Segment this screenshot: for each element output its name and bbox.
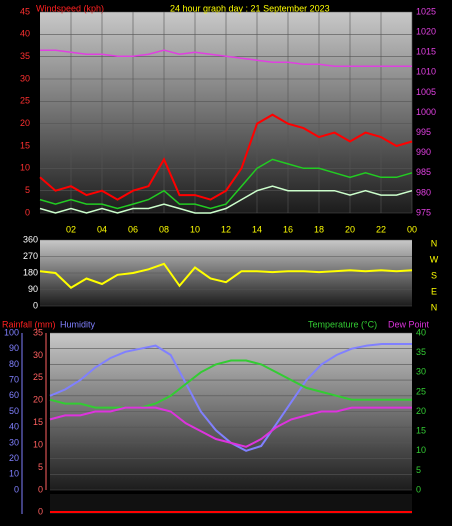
y-tick-label: 30 — [33, 350, 43, 360]
legend-label: Humidity — [60, 319, 96, 329]
y-tick-label: 975 — [416, 207, 431, 217]
y-axis-label: Windspeed (kph) — [36, 3, 104, 13]
legend-label: Temperature (°C) — [308, 319, 377, 329]
x-tick-label: 16 — [283, 224, 293, 234]
y-tick-label: 1010 — [416, 67, 436, 77]
y-tick-label: 180 — [23, 267, 38, 277]
y-tick-label: 20 — [33, 395, 43, 405]
y-tick-label: 5 — [25, 185, 30, 195]
y-tick-label: 0 — [33, 300, 38, 310]
legend-label: Dew Point — [388, 319, 430, 329]
series-line — [49, 359, 412, 409]
y-tick-label: 15 — [416, 426, 426, 436]
y-tick-label: 10 — [33, 440, 43, 450]
x-tick-label: 00 — [407, 224, 417, 234]
y-tick-label: 35 — [20, 51, 30, 61]
y-tick-label: 30 — [416, 367, 426, 377]
y-tick-label: 40 — [416, 327, 426, 337]
chart-title: 24 hour graph day : 21 September 2023 — [170, 3, 330, 13]
y-tick-label: 5 — [38, 462, 43, 472]
y-tick-label: 40 — [20, 29, 30, 39]
y-tick-label: 15 — [33, 417, 43, 427]
y-tick-label: 0 — [38, 506, 43, 516]
y-tick-label: 90 — [9, 343, 19, 353]
y-tick-label: 10 — [20, 163, 30, 173]
y-tick-label: 0 — [38, 484, 43, 494]
y-tick-label: 70 — [9, 374, 19, 384]
compass-label: W — [430, 254, 439, 264]
y-tick-label: 270 — [23, 251, 38, 261]
legend-label: Rainfall (mm) — [2, 319, 56, 329]
y-tick-label: 35 — [33, 327, 43, 337]
compass-label: S — [431, 270, 437, 280]
plot-area — [50, 494, 412, 514]
y-tick-label: 0 — [14, 484, 19, 494]
y-tick-label: 360 — [23, 234, 38, 244]
y-tick-label: 20 — [416, 406, 426, 416]
x-tick-label: 06 — [128, 224, 138, 234]
series-line — [39, 262, 413, 289]
x-tick-label: 10 — [190, 224, 200, 234]
series-line — [40, 49, 412, 68]
y-tick-label: 20 — [9, 453, 19, 463]
y-tick-label: 0 — [25, 207, 30, 217]
y-tick-label: 1005 — [416, 87, 436, 97]
y-tick-label: 20 — [20, 118, 30, 128]
y-tick-label: 990 — [416, 147, 431, 157]
y-tick-label: 100 — [4, 327, 19, 337]
series-line — [39, 113, 413, 201]
y-tick-label: 10 — [416, 445, 426, 455]
y-tick-label: 40 — [9, 422, 19, 432]
y-tick-label: 25 — [33, 372, 43, 382]
x-tick-label: 20 — [345, 224, 355, 234]
y-tick-label: 985 — [416, 167, 431, 177]
series-line — [49, 406, 412, 448]
y-tick-label: 45 — [20, 6, 30, 16]
x-tick-label: 14 — [252, 224, 262, 234]
y-tick-label: 995 — [416, 127, 431, 137]
x-tick-label: 22 — [376, 224, 386, 234]
x-tick-label: 18 — [314, 224, 324, 234]
x-tick-label: 12 — [221, 224, 231, 234]
series-line — [39, 158, 413, 210]
x-tick-label: 02 — [66, 224, 76, 234]
y-tick-label: 50 — [9, 406, 19, 416]
y-tick-label: 60 — [9, 390, 19, 400]
y-tick-label: 1020 — [416, 26, 436, 36]
y-tick-label: 25 — [20, 96, 30, 106]
x-tick-label: 08 — [159, 224, 169, 234]
y-tick-label: 30 — [9, 437, 19, 447]
compass-label: N — [431, 302, 438, 312]
compass-label: N — [431, 238, 438, 248]
series-line — [39, 185, 413, 214]
y-tick-label: 35 — [416, 347, 426, 357]
y-tick-label: 30 — [20, 73, 30, 83]
y-tick-label: 1015 — [416, 47, 436, 57]
y-tick-label: 1000 — [416, 107, 436, 117]
y-tick-label: 90 — [28, 284, 38, 294]
compass-label: E — [431, 286, 437, 296]
x-tick-label: 04 — [97, 224, 107, 234]
y-tick-label: 15 — [20, 140, 30, 150]
y-tick-label: 980 — [416, 187, 431, 197]
y-tick-label: 10 — [9, 469, 19, 479]
y-tick-label: 80 — [9, 359, 19, 369]
y-tick-label: 0 — [416, 484, 421, 494]
y-tick-label: 25 — [416, 386, 426, 396]
y-tick-label: 1025 — [416, 6, 436, 16]
y-tick-label: 5 — [416, 465, 421, 475]
